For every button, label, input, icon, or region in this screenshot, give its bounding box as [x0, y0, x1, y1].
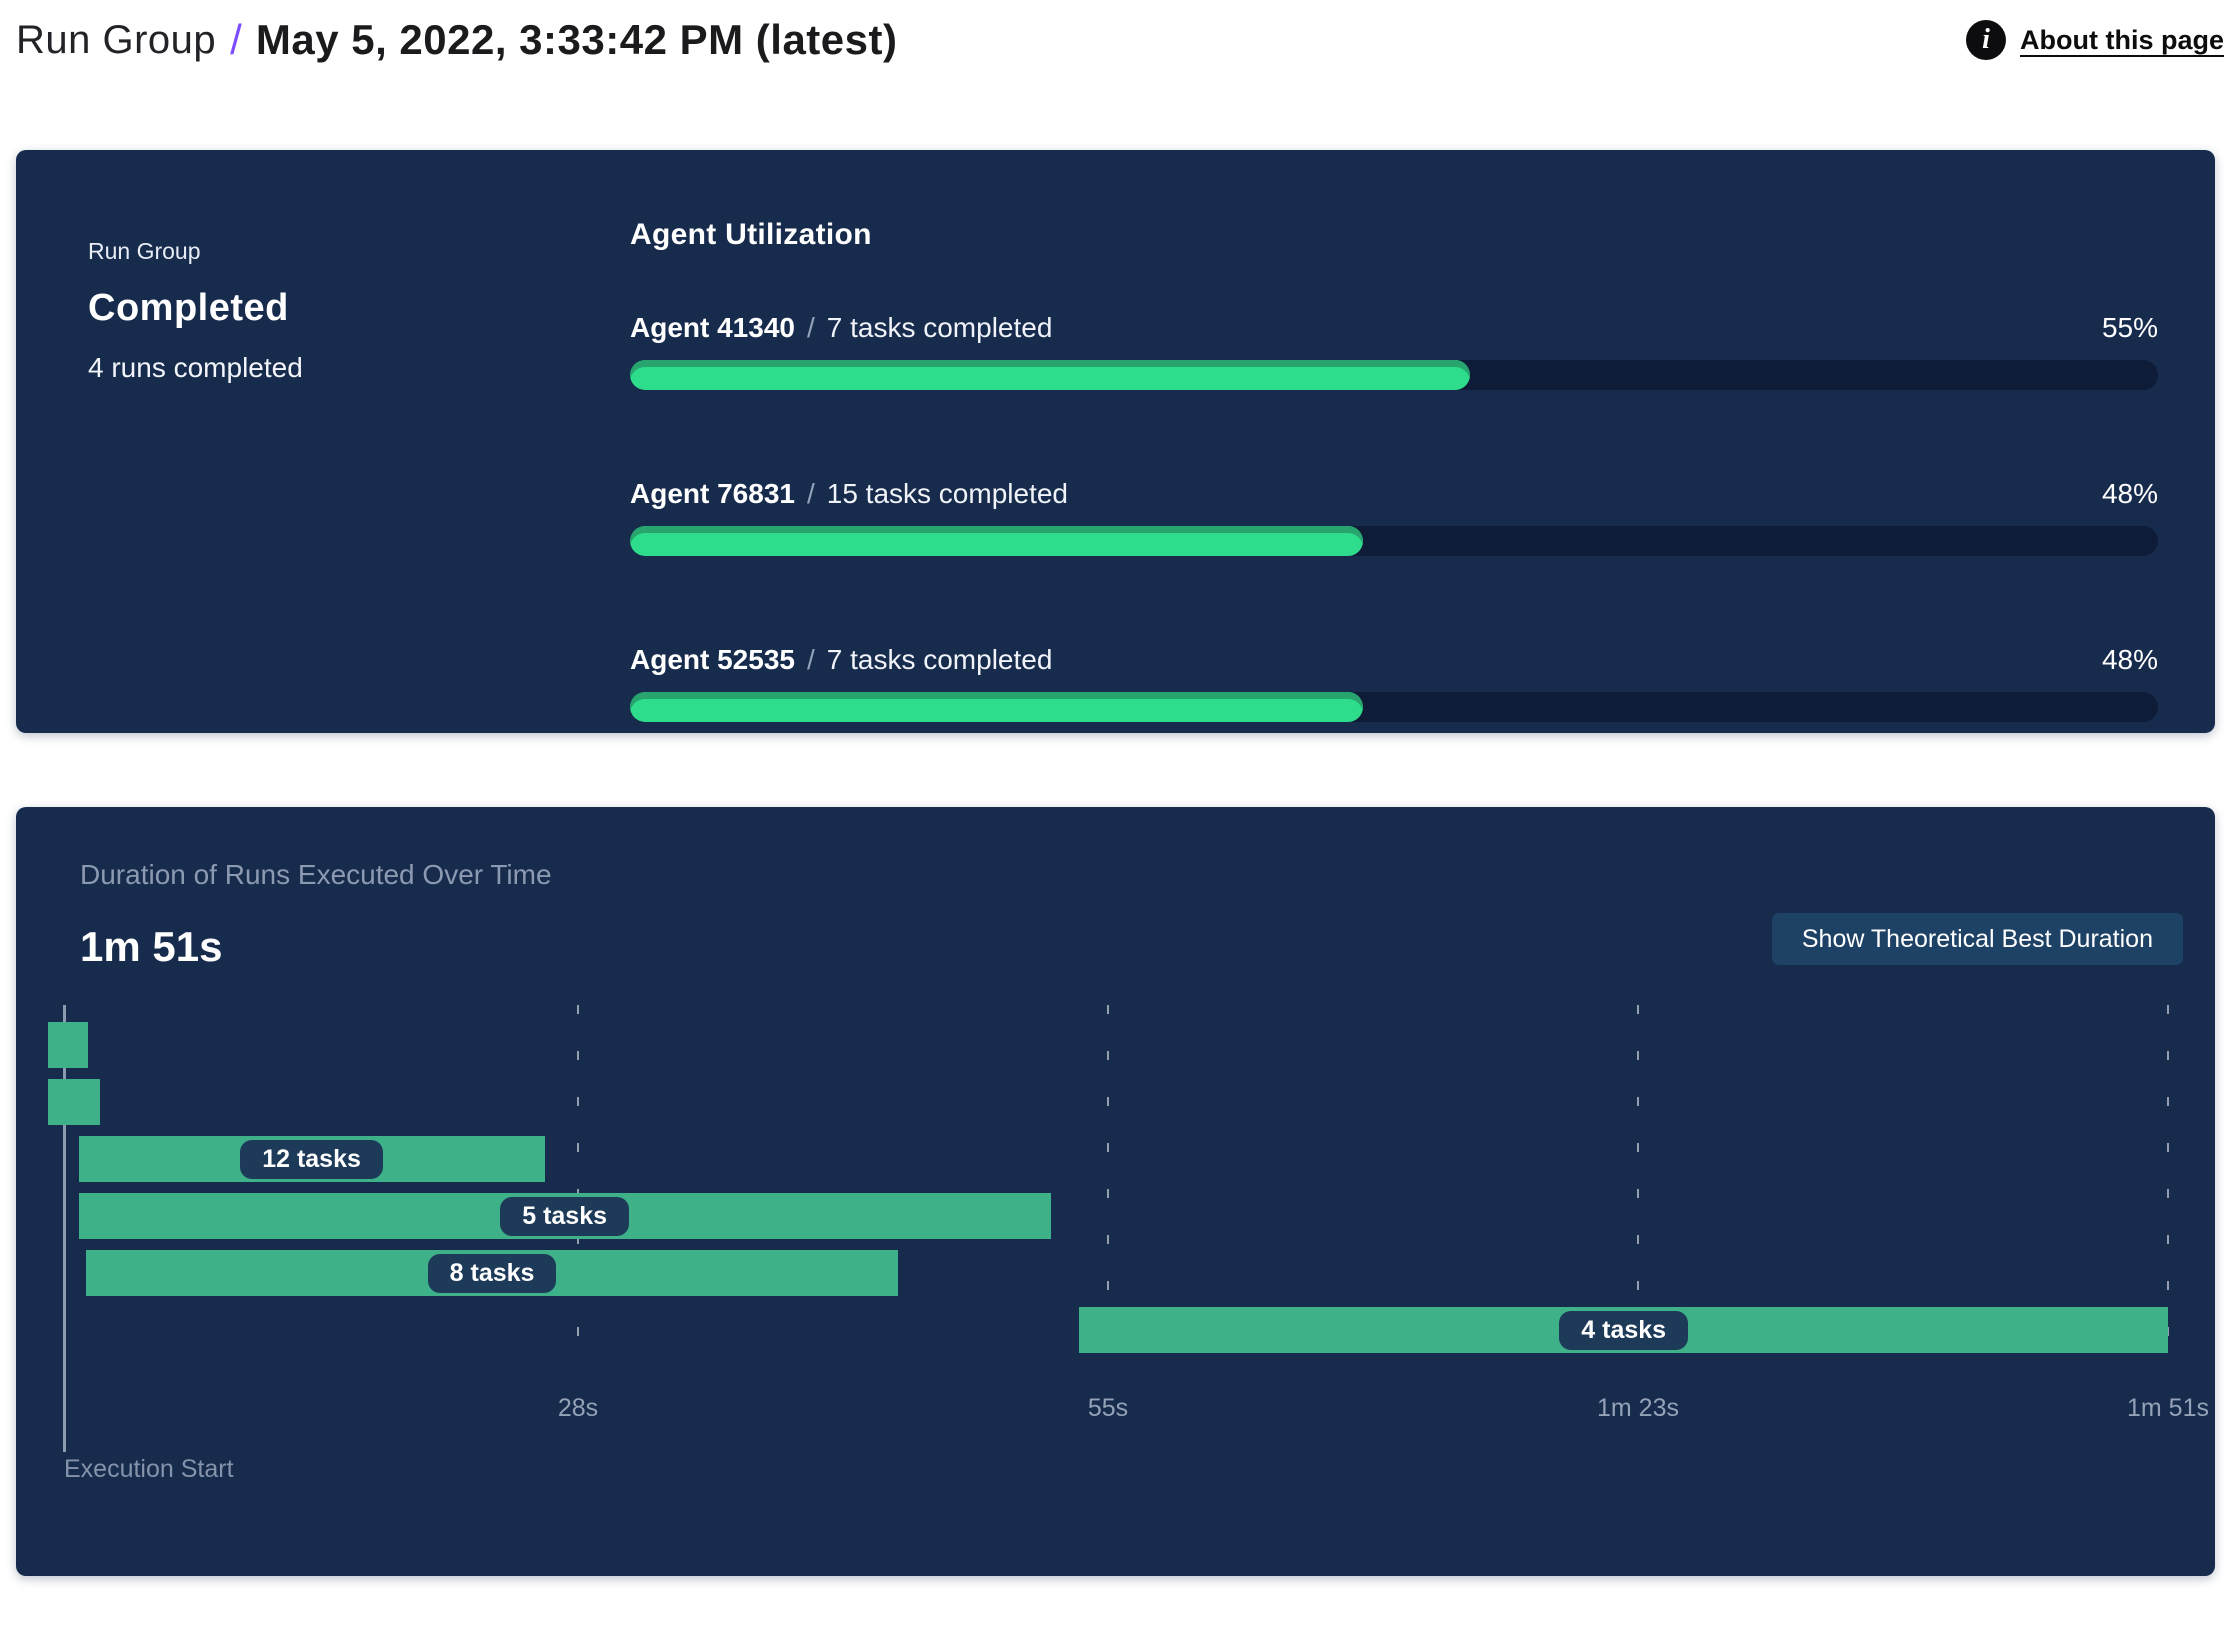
- agent-tasks-completed: 15 tasks completed: [826, 478, 1068, 509]
- utilization-progress-fill: [630, 360, 1471, 390]
- gantt-chart: 28s 55s 1m 23s 1m 51s 12 tasks 5 tasks 8 tasks…: [48, 1005, 2209, 1452]
- time-axis-tick-label: 1m 51s: [2127, 1394, 2209, 1422]
- run-duration-bar: 8 tasks: [86, 1250, 898, 1296]
- agent-name-separator: /: [806, 478, 815, 509]
- time-axis-tick-label: 55s: [1087, 1394, 1129, 1422]
- gantt-row: 12 tasks: [48, 1136, 2168, 1182]
- gantt-row: 5 tasks: [48, 1193, 2168, 1239]
- gantt-row: 8 tasks: [48, 1250, 2168, 1296]
- page-title: May 5, 2022, 3:33:42 PM (latest): [255, 16, 898, 63]
- execution-start-label: Execution Start: [64, 1455, 234, 1483]
- agent-utilization-row: Agent 41340 / 7 tasks completed 55%: [630, 312, 2158, 390]
- task-count-badge: 5 tasks: [500, 1196, 630, 1236]
- run-duration-bar: 4 tasks: [1079, 1307, 2168, 1353]
- time-gridline: [577, 1005, 579, 1360]
- utilization-progress-fill: [630, 526, 1364, 556]
- show-theoretical-best-duration-button[interactable]: Show Theoretical Best Duration: [1771, 913, 2183, 965]
- utilization-progress-fill: [630, 692, 1364, 722]
- duration-panel: Duration of Runs Executed Over Time 1m 5…: [16, 807, 2215, 1576]
- agent-utilization-row: Agent 76831 / 15 tasks completed 48%: [630, 478, 2158, 556]
- run-duration-bar: 12 tasks: [78, 1136, 545, 1182]
- agent-utilization-percent: 55%: [2101, 312, 2158, 343]
- run-group-summary: Run Group Completed 4 runs completed: [88, 238, 303, 384]
- agent-utilization-heading: Agent Utilization: [630, 218, 872, 251]
- task-count-badge: 4 tasks: [1559, 1310, 1689, 1350]
- time-axis-tick-label: 28s: [557, 1394, 599, 1422]
- utilization-progress-track: [630, 692, 2158, 722]
- gantt-row: 4 tasks: [48, 1307, 2168, 1353]
- agent-utilization-row: Agent 52535 / 7 tasks completed 48%: [630, 644, 2158, 722]
- run-duration-bar: [48, 1079, 100, 1125]
- total-duration-value: 1m 51s: [80, 923, 223, 970]
- time-axis-tick-label: 1m 23s: [1597, 1394, 1679, 1422]
- runs-completed-count: 4 runs completed: [88, 352, 303, 383]
- agent-name-separator: /: [806, 312, 815, 343]
- agent-tasks-completed: 7 tasks completed: [826, 312, 1053, 343]
- agent-utilization-section: Agent Utilization Agent 41340 / 7 tasks co…: [630, 218, 2158, 722]
- utilization-progress-track: [630, 360, 2158, 390]
- execution-start-axis-line: [63, 1005, 66, 1452]
- run-group-status-panel: Run Group Completed 4 runs completed Age…: [16, 150, 2215, 733]
- breadcrumb-separator: /: [230, 16, 242, 63]
- run-duration-bar: [48, 1022, 89, 1068]
- time-gridline: [2167, 1005, 2169, 1360]
- page-header: Run Group / May 5, 2022, 3:33:42 PM (lat…: [16, 10, 2224, 70]
- run-group-label: Run Group: [88, 238, 201, 264]
- agent-utilization-percent: 48%: [2101, 644, 2158, 675]
- gantt-row: [48, 1079, 2168, 1125]
- agent-name: Agent 41340: [630, 312, 795, 343]
- agent-name: Agent 52535: [630, 644, 795, 675]
- agent-utilization-percent: 48%: [2101, 478, 2158, 509]
- agent-name: Agent 76831: [630, 478, 795, 509]
- utilization-progress-track: [630, 526, 2158, 556]
- breadcrumb-root[interactable]: Run Group: [16, 17, 217, 62]
- info-icon: i: [1966, 20, 2006, 60]
- time-gridline: [1637, 1005, 1639, 1360]
- status-badge: Completed: [88, 287, 289, 329]
- agent-tasks-completed: 7 tasks completed: [826, 644, 1053, 675]
- about-this-page-link[interactable]: i About this page: [1966, 20, 2224, 60]
- agent-name-separator: /: [806, 644, 815, 675]
- task-count-badge: 8 tasks: [427, 1253, 557, 1293]
- gantt-row: [48, 1022, 2168, 1068]
- time-gridline: [1107, 1005, 1109, 1360]
- run-duration-bar: 5 tasks: [78, 1193, 1051, 1239]
- about-link-label: About this page: [2020, 24, 2224, 55]
- duration-chart-title: Duration of Runs Executed Over Time: [80, 859, 552, 890]
- task-count-badge: 12 tasks: [240, 1139, 383, 1179]
